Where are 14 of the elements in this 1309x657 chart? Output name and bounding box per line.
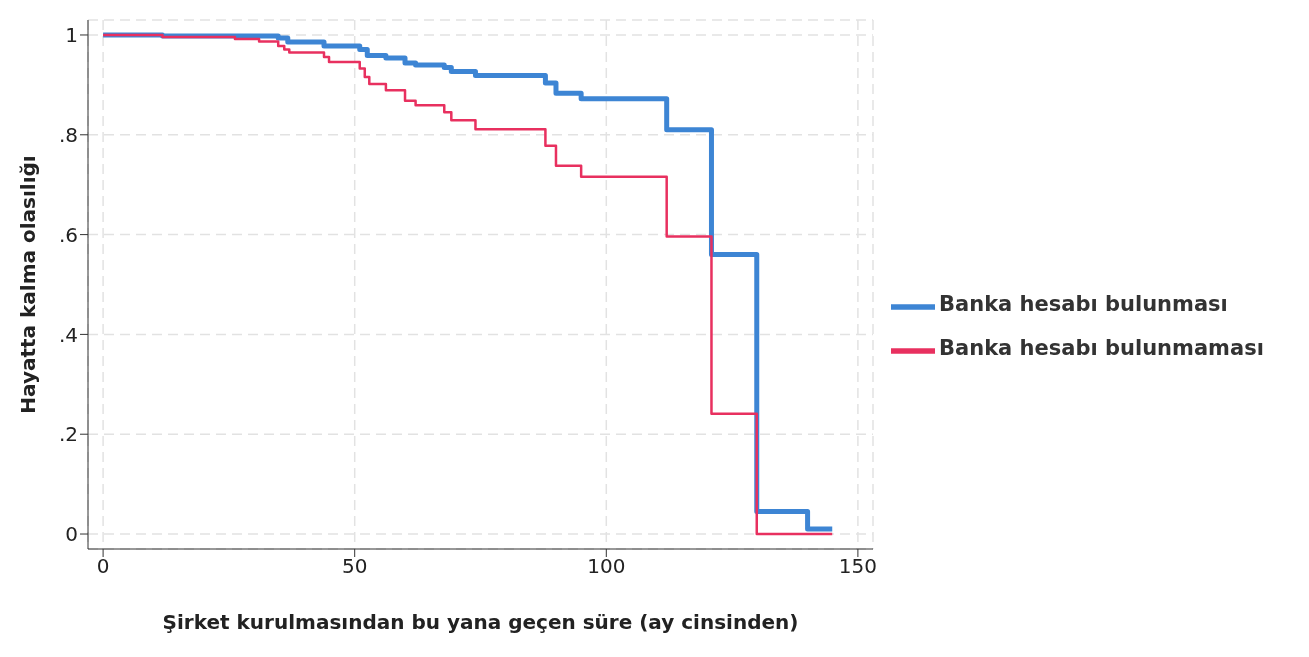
legend-label: Banka hesabı bulunmaması [939,336,1264,360]
y-axis-title: Hayatta kalma olasılığı [16,155,41,414]
x-tick-label: 0 [96,554,110,579]
x-axis-title: Şirket kurulmasından bu yana geçen süre (ay cinsinden) [162,610,799,634]
y-tick-label: .8 [58,122,78,147]
x-tick-label: 150 [838,554,877,579]
y-tick-label: .6 [58,222,78,247]
y-tick-label: 1 [65,23,78,48]
y-tick-label: .2 [58,422,78,447]
y-tick-label: .4 [58,322,78,347]
legend-label: Banka hesabı bulunması [939,292,1228,316]
x-tick-label: 50 [341,554,368,579]
y-tick-label: 0 [65,522,78,547]
x-tick-label: 100 [587,554,626,579]
